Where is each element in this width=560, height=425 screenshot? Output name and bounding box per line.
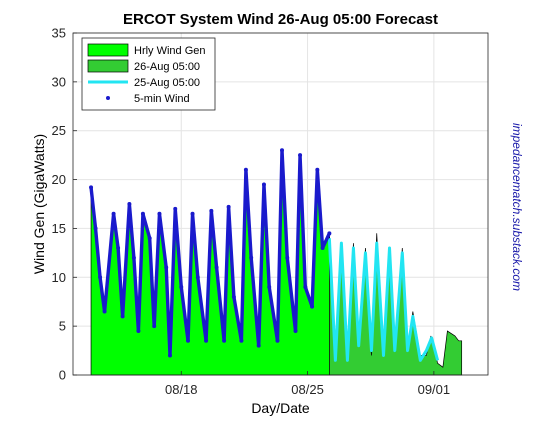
five-min-point: [320, 245, 325, 250]
five-min-point: [214, 265, 219, 270]
y-tick-label: 5: [59, 319, 66, 334]
plot-frame: [72, 32, 489, 376]
line-series: [327, 238, 440, 362]
legend-label: 5-min Wind: [134, 93, 190, 105]
five-min-point: [127, 202, 132, 206]
five-min-point: [256, 343, 261, 348]
five-min-point: [209, 208, 214, 213]
five-min-point: [298, 153, 303, 158]
five-min-point: [261, 182, 266, 187]
five-min-point: [226, 204, 231, 209]
y-tick-label: 10: [52, 270, 66, 285]
y-tick-label: 15: [52, 221, 66, 236]
five-min-point: [152, 324, 157, 329]
five-min-point: [280, 148, 285, 153]
legend-label: 25-Aug 05:00: [134, 77, 200, 89]
five-min-point: [98, 275, 103, 280]
five-min-point: [231, 294, 236, 299]
legend-label: Hrly Wind Gen: [134, 45, 206, 57]
five-min-point: [136, 329, 141, 334]
line-previous-forecast: [327, 238, 440, 362]
five-min-point: [157, 211, 162, 216]
y-tick-label: 25: [52, 123, 66, 138]
five-min-point: [120, 314, 125, 319]
five-min-point: [222, 338, 227, 343]
y-axis-label: Wind Gen (GigaWatts): [31, 134, 47, 274]
y-tick-label: 35: [52, 26, 66, 41]
five-min-point: [327, 231, 332, 236]
five-min-point: [190, 211, 195, 216]
five-min-point: [239, 338, 244, 343]
x-tick-label: 08/18: [165, 382, 198, 397]
x-axis-label: Day/Date: [251, 400, 310, 416]
five-min-point: [140, 211, 145, 216]
legend-swatch: [87, 43, 129, 57]
x-tick-label: 09/01: [418, 382, 451, 397]
five-min-point: [204, 338, 209, 343]
five-min-point: [89, 185, 94, 190]
five-min-point: [285, 255, 290, 260]
five-min-point: [179, 285, 184, 290]
five-min-point: [173, 206, 178, 211]
five-min-point: [249, 255, 254, 260]
x-axis-ticks: 08/18 08/25 09/01: [165, 371, 450, 397]
y-tick-label: 30: [52, 74, 66, 89]
legend-swatch: [106, 96, 110, 100]
five-min-point: [93, 226, 98, 231]
y-tick-label: 20: [52, 172, 66, 187]
five-min-point: [102, 309, 107, 314]
y-axis-ticks: 0 5 10 15 20 25 30 35: [52, 26, 77, 383]
five-min-point: [310, 304, 315, 309]
five-min-point: [116, 245, 121, 250]
five-min-point: [303, 285, 308, 290]
legend: Hrly Wind Gen 26-Aug 05:00 25-Aug 05:00 5-m…: [81, 37, 216, 111]
five-min-point: [131, 255, 136, 260]
five-min-point: [275, 338, 280, 343]
legend-label: 26-Aug 05:00: [134, 61, 200, 73]
source-annotation: impedancematch.substack.com: [510, 123, 524, 291]
five-min-point: [293, 329, 298, 334]
point-series: [89, 148, 332, 358]
legend-swatch: [87, 59, 129, 73]
five-min-point: [164, 265, 169, 270]
legend-entries: Hrly Wind Gen 26-Aug 05:00 25-Aug 05:00 5-m…: [87, 43, 206, 105]
x-tick-label: 08/25: [291, 382, 324, 397]
five-min-point: [186, 338, 191, 343]
chart-title: ERCOT System Wind 26-Aug 05:00 Forecast: [123, 11, 438, 28]
five-min-point: [195, 275, 200, 280]
y-tick-label: 0: [59, 368, 66, 383]
five-min-point: [147, 236, 152, 241]
five-min-point: [167, 353, 172, 358]
five-min-point: [243, 167, 248, 172]
five-min-point: [111, 211, 116, 216]
five-min-point: [315, 167, 320, 172]
five-min-point: [267, 285, 272, 290]
